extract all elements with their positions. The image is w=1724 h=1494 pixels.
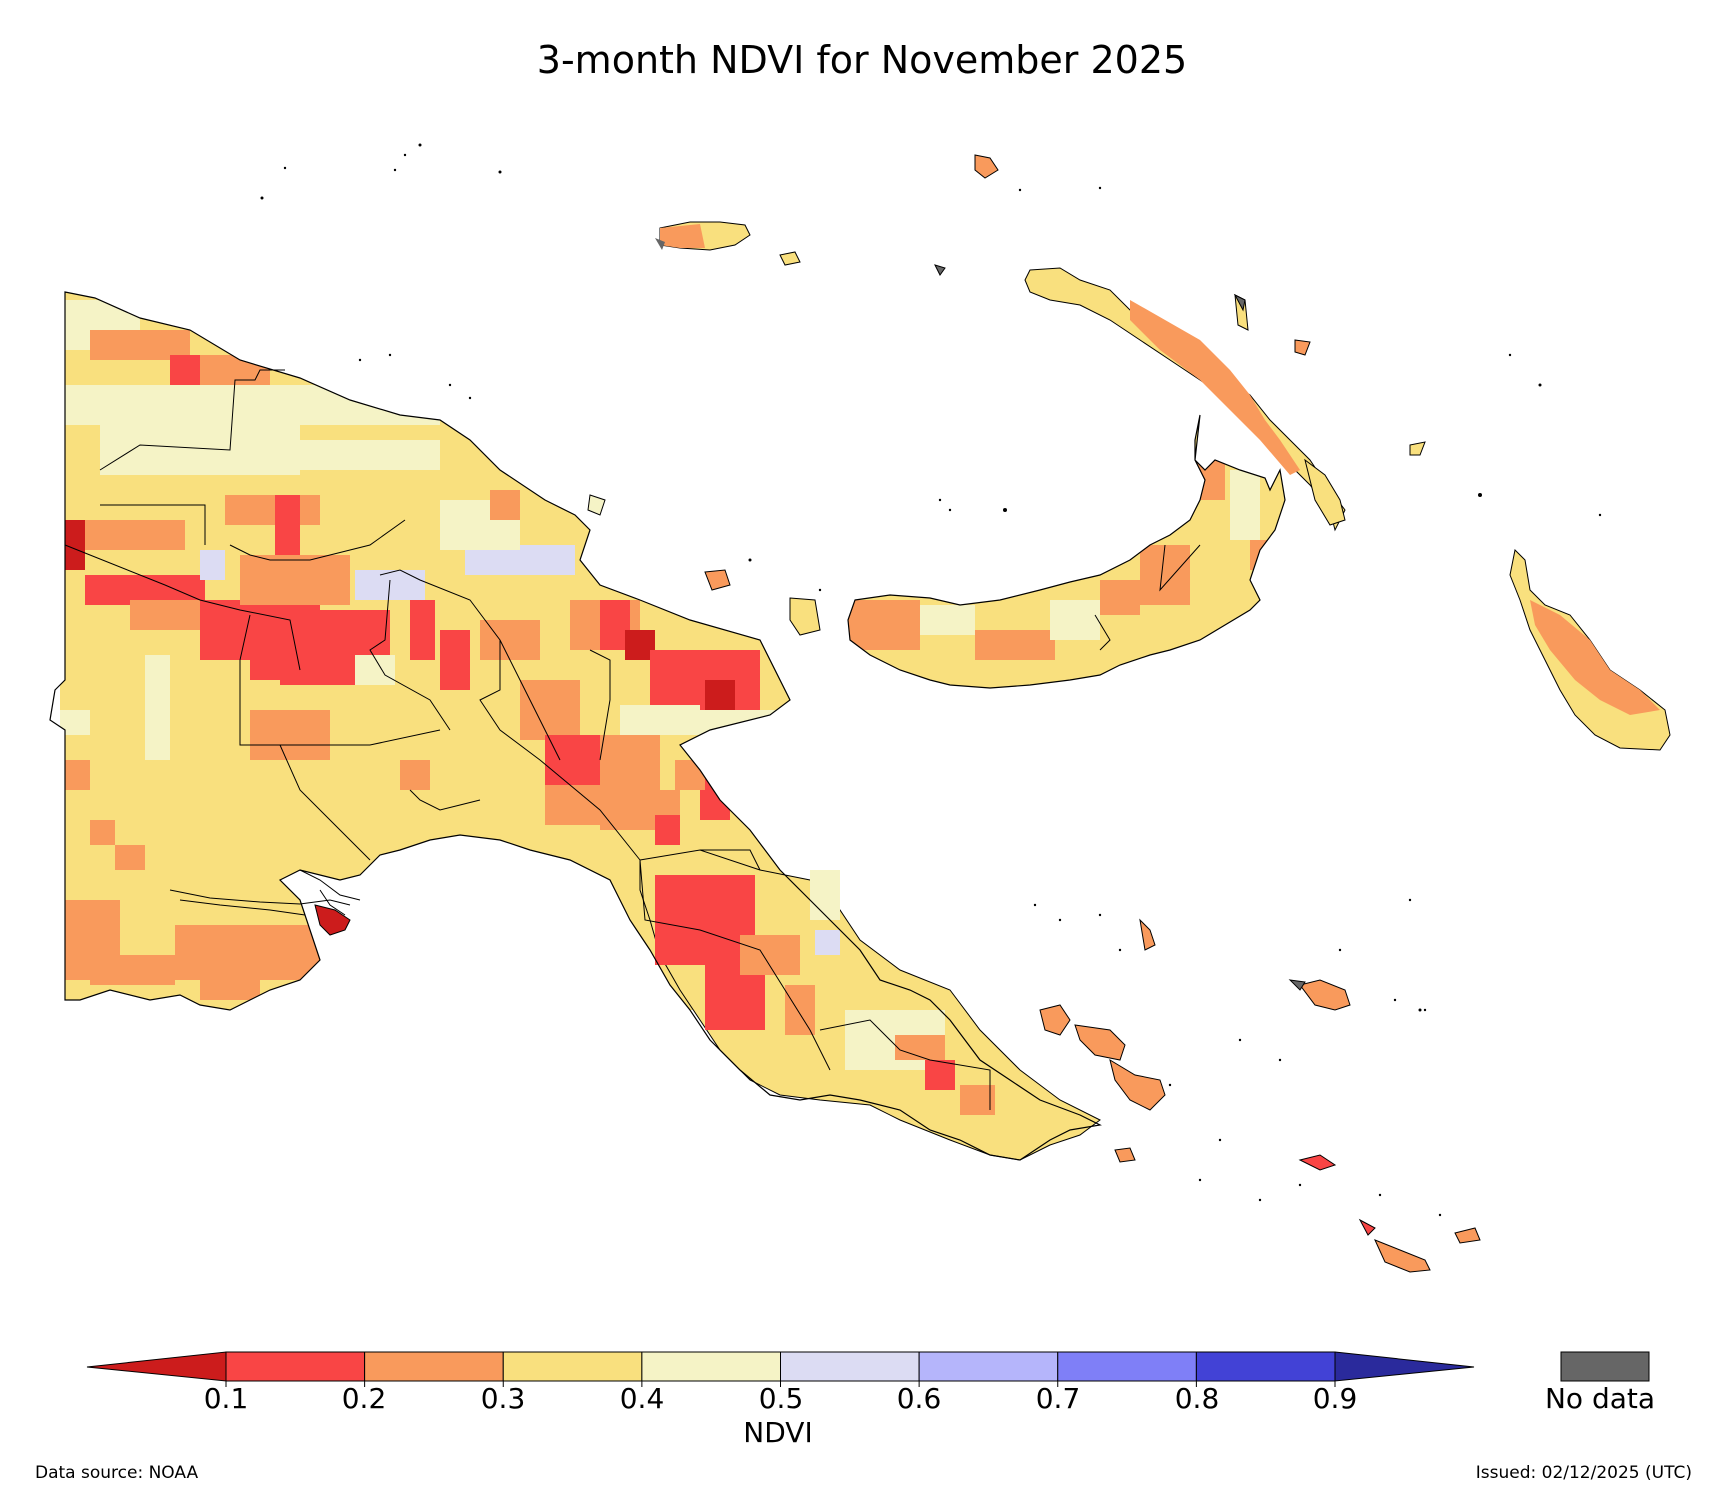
colorbar-segments [225,1351,1336,1382]
colorbar-segment [364,1351,504,1382]
colorbar-segment [225,1351,366,1382]
colorbar-low-extension [86,1351,227,1382]
colorbar-tick-label: 0.3 [480,1382,526,1415]
delta-red-island [314,904,351,936]
colorbar-segment [641,1351,781,1382]
colorbar-tick-label: 0.5 [758,1382,804,1415]
no-data-label: No data [1544,1382,1656,1415]
data-source: Data source: NOAA [35,1463,199,1483]
bougainville [1509,548,1671,751]
gulf-delta [169,789,481,916]
colorbar-tick-label: 0.1 [203,1382,249,1415]
colorbar-segment [1195,1351,1336,1382]
colorbar-tick-label: 0.6 [896,1382,942,1415]
page-title: 3-month NDVI for November 2025 [536,38,1188,82]
issued-date: Issued: 02/12/2025 (UTC) [1475,1463,1692,1483]
colorbar-label: NDVI [743,1416,813,1449]
colorbar-tick-label: 0.9 [1312,1382,1358,1415]
no-data-swatch [1560,1351,1650,1382]
colorbar-segment [1057,1351,1197,1382]
mainland-outline [49,291,1102,1161]
manus-island [655,221,801,266]
tiny-islets [260,143,1602,1217]
colorbar-tick-label: 0.7 [1035,1382,1081,1415]
colorbar-high-extension [1334,1351,1475,1382]
colorbar-ticks [225,1381,1336,1387]
colorbar-tick-label: 0.4 [619,1382,665,1415]
colorbar-segment [502,1351,643,1382]
new-ireland [1024,267,1346,532]
colorbar-segment [918,1351,1059,1382]
colorbar-tick-label: 0.8 [1174,1382,1220,1415]
province-boundaries [64,369,991,1110]
colorbar-tick-label: 0.2 [341,1382,387,1415]
small-islands [587,154,1481,1273]
colorbar-segment [780,1351,920,1382]
